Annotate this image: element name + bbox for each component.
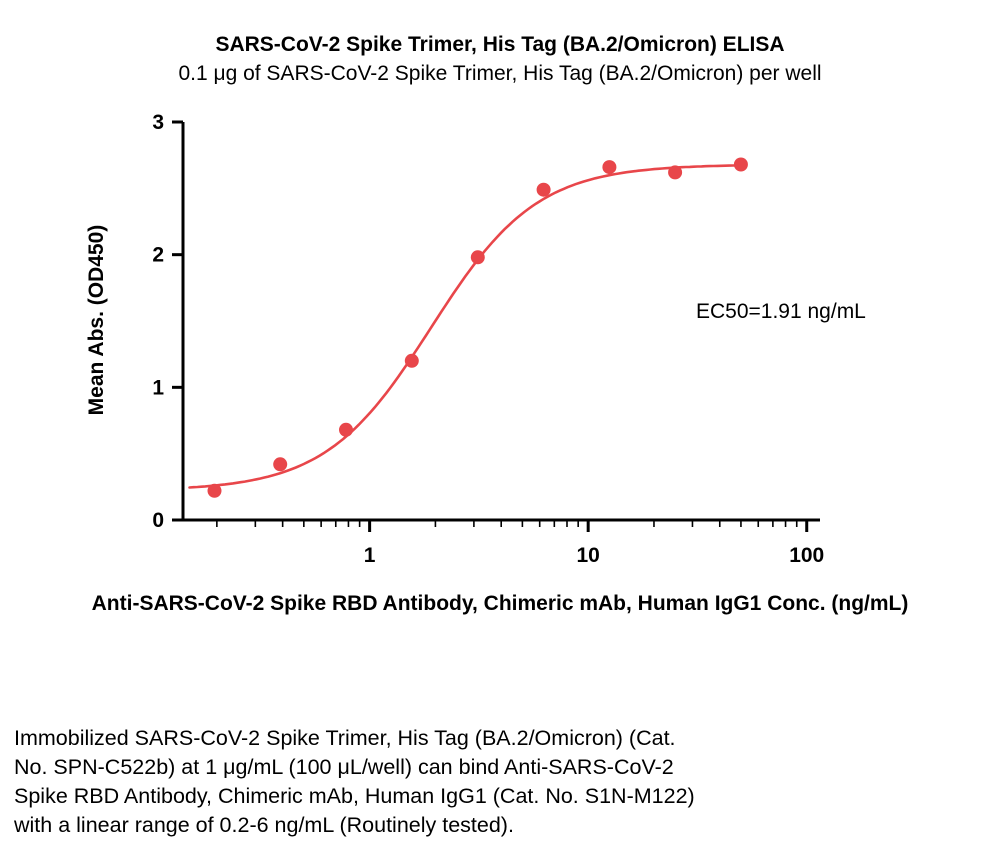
y-tick-label: 0 — [152, 509, 164, 532]
data-point — [207, 483, 222, 498]
x-tick-label: 1 — [364, 544, 376, 567]
data-point — [733, 157, 748, 172]
y-tick-label: 3 — [152, 111, 164, 134]
data-point — [668, 165, 683, 180]
data-point — [470, 250, 485, 265]
y-tick-label: 1 — [152, 376, 164, 399]
data-point — [339, 422, 353, 437]
chart-subtitle: 0.1 μg of SARS-CoV-2 Spike Trimer, His T… — [178, 62, 822, 85]
data-point — [404, 353, 419, 368]
chart-title: SARS-CoV-2 Spike Trimer, His Tag (BA.2/O… — [215, 33, 785, 56]
caption-line: No. SPN-C522b) at 1 μg/mL (100 μL/well) … — [14, 755, 674, 779]
data-point — [536, 182, 551, 197]
fit-curve — [188, 164, 743, 489]
caption-line: Immobilized SARS-CoV-2 Spike Trimer, His… — [14, 726, 676, 750]
ec50-annotation: EC50=1.91 ng/mL — [696, 300, 866, 323]
caption-line: with a linear range of 0.2-6 ng/mL (Rout… — [14, 813, 514, 837]
x-axis-label: Anti-SARS-CoV-2 Spike RBD Antibody, Chim… — [91, 592, 909, 615]
figure-caption: Immobilized SARS-CoV-2 Spike Trimer, His… — [14, 724, 695, 840]
data-point — [273, 457, 288, 472]
data-point — [602, 160, 617, 175]
caption-line: Spike RBD Antibody, Chimeric mAb, Human … — [14, 784, 695, 808]
x-tick-label: 10 — [576, 544, 599, 567]
y-tick-label: 2 — [152, 244, 164, 267]
x-tick-label: 100 — [789, 544, 824, 567]
